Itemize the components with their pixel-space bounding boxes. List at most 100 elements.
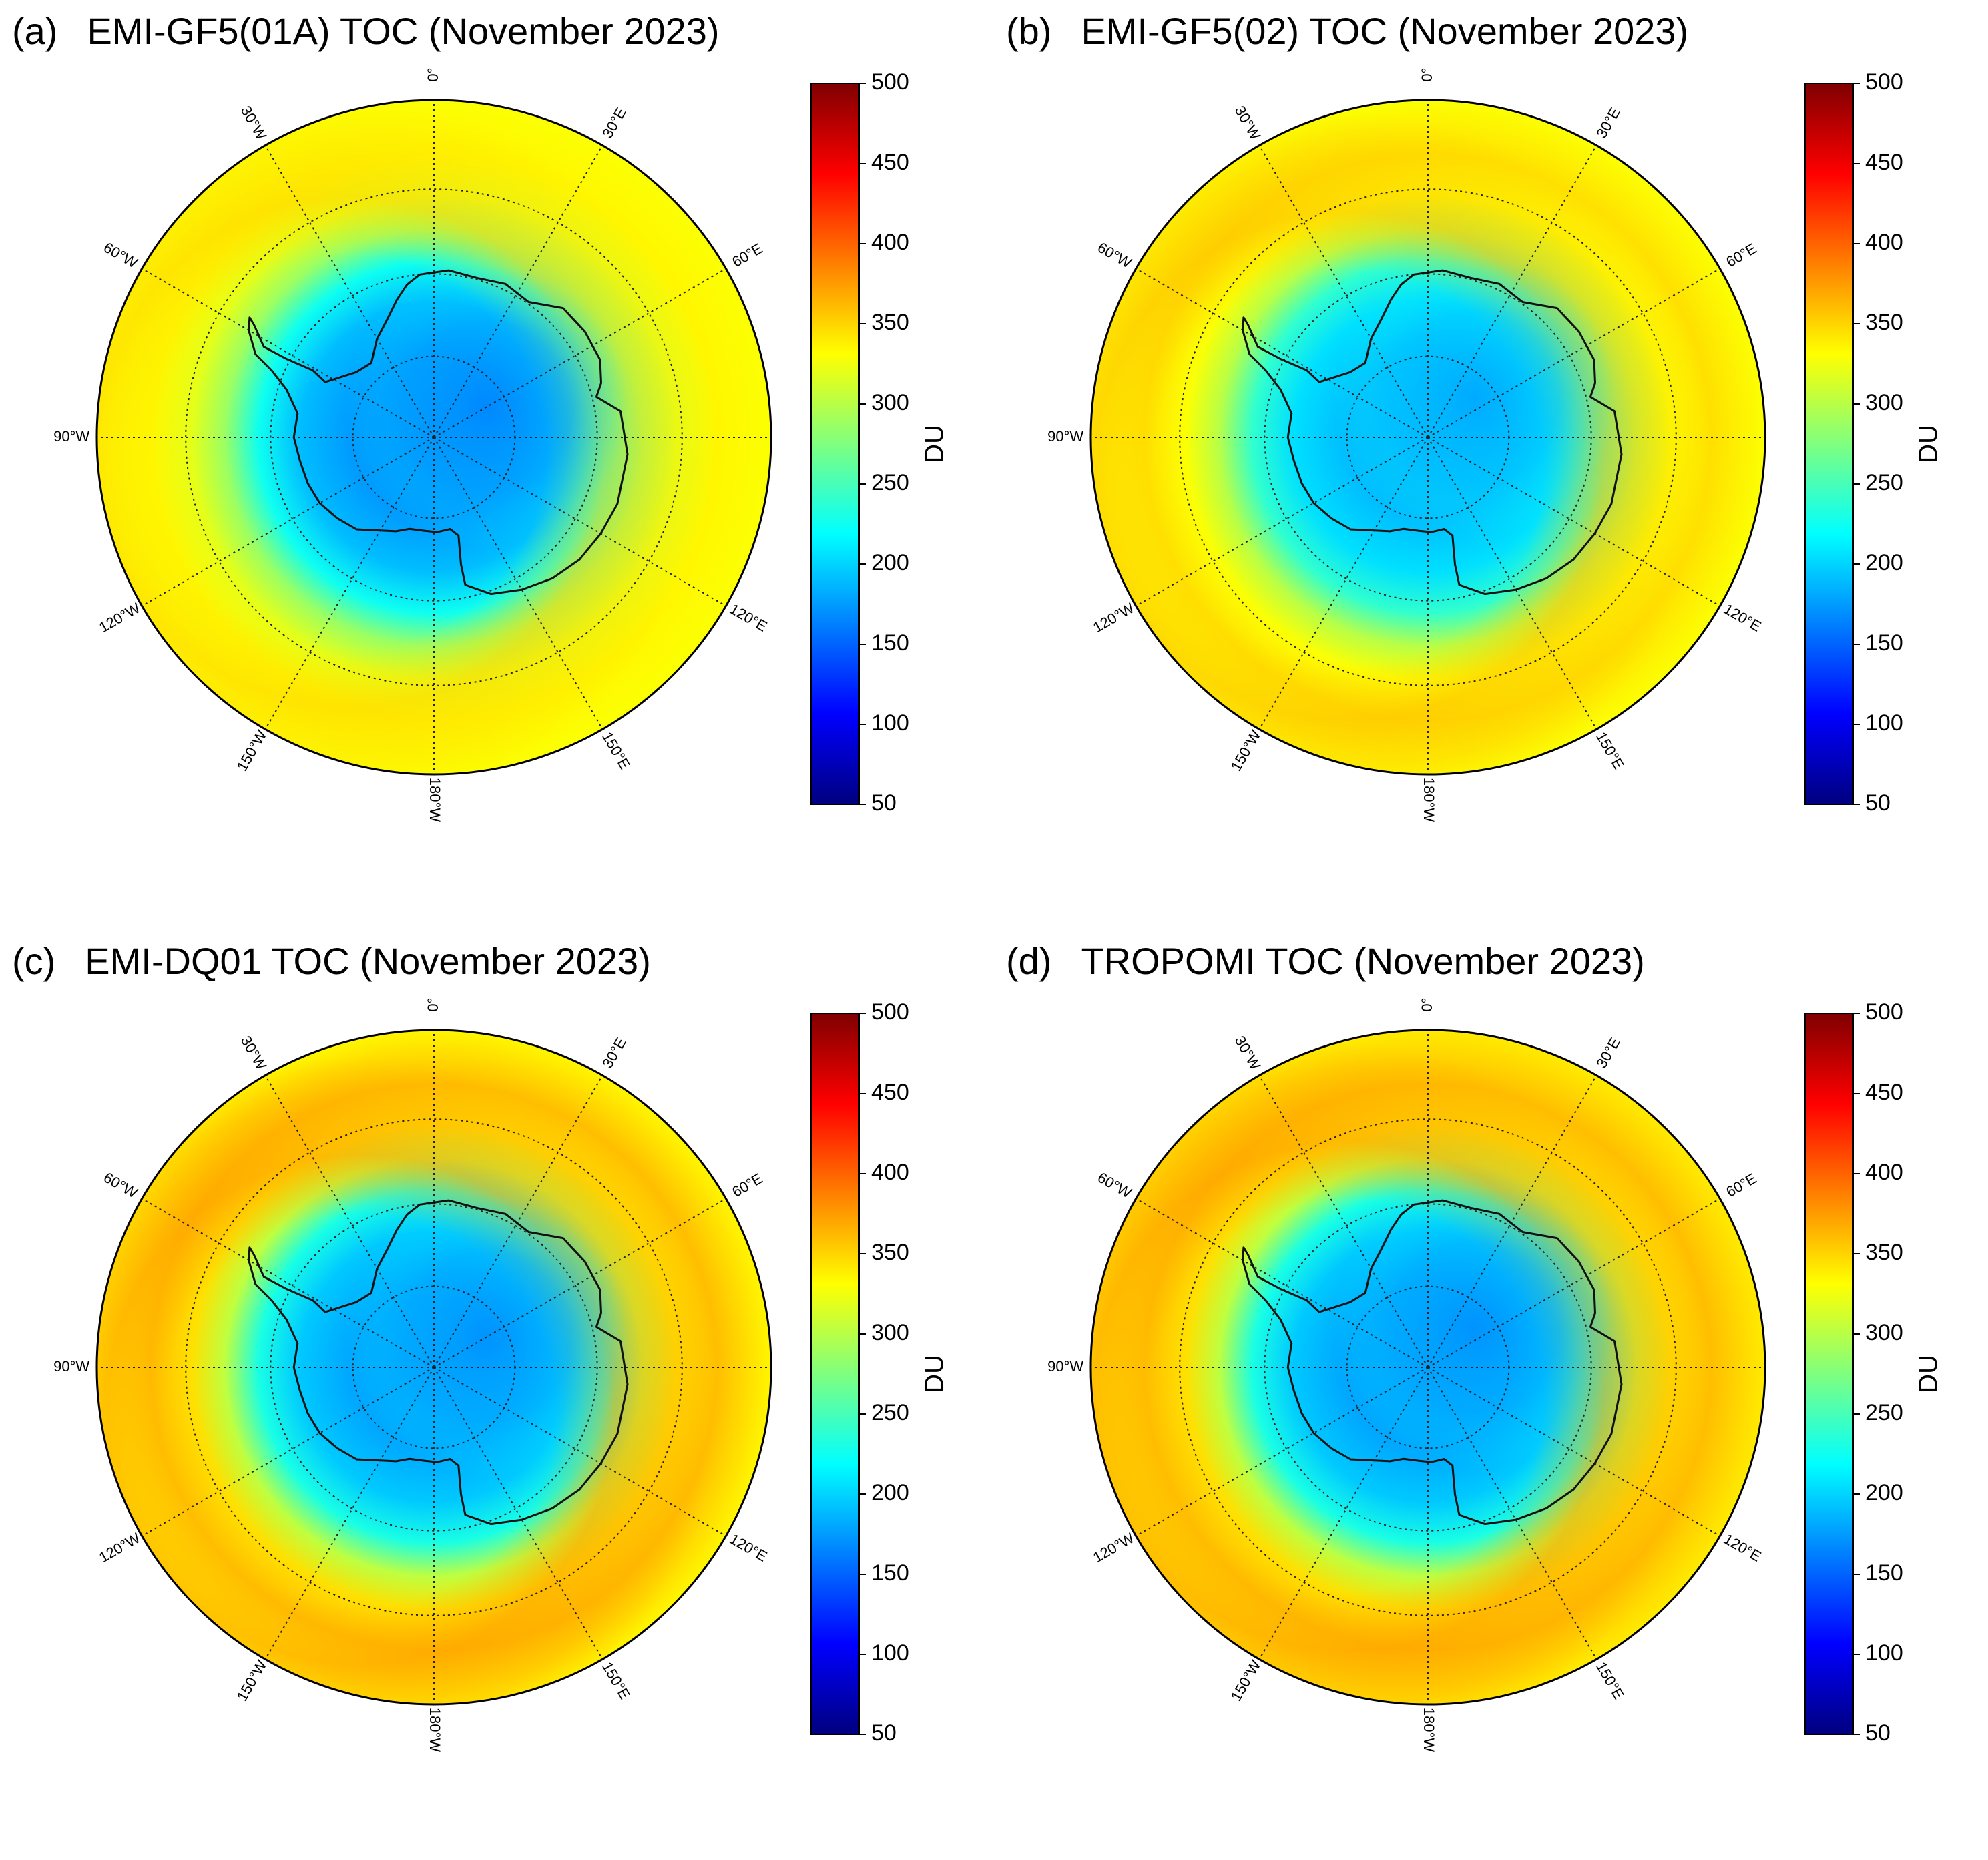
colorbar-tick-label: 150 bbox=[871, 630, 909, 656]
meridian-label: 150°E bbox=[1593, 1659, 1628, 1702]
meridian-label: 150°E bbox=[599, 729, 634, 772]
colorbar-tick-label: 100 bbox=[871, 710, 909, 736]
meridian-label: 30°W bbox=[1232, 1033, 1264, 1072]
meridian-label: 120°W bbox=[1090, 599, 1137, 636]
colorbar-tick-label: 50 bbox=[1865, 1720, 1891, 1746]
meridian-label: 120°W bbox=[96, 1529, 143, 1566]
meridian-label: 30°E bbox=[1593, 1035, 1624, 1071]
colorbar-tick-label: 500 bbox=[871, 69, 909, 95]
colorbar-tick-label: 200 bbox=[1865, 550, 1903, 575]
colorbar-tick-label: 250 bbox=[871, 1400, 909, 1425]
colorbar bbox=[1804, 83, 1854, 805]
colorbar-tick-label: 500 bbox=[1865, 999, 1903, 1025]
meridian-label: 120°W bbox=[1090, 1529, 1137, 1566]
meridian-label: 60°W bbox=[1095, 1169, 1134, 1202]
meridian-label: 180°W bbox=[1421, 778, 1437, 823]
colorbar-tick-label: 300 bbox=[871, 1320, 909, 1345]
colorbar-tick-label: 450 bbox=[871, 1080, 909, 1105]
meridian-label: 0° bbox=[425, 998, 441, 1012]
meridian-label: 30°E bbox=[599, 105, 630, 141]
antarctica-coastline bbox=[248, 269, 629, 596]
meridian-label: 180°W bbox=[427, 778, 443, 823]
meridian-label: 60°W bbox=[1095, 239, 1134, 272]
colorbar-tick-label: 250 bbox=[871, 470, 909, 495]
panel-c: (c) EMI-DQ01 TOC (November 2023) 0° 30°E 60… bbox=[0, 930, 994, 1860]
meridian-label: 0° bbox=[1419, 68, 1435, 82]
polar-map: 0° 30°E 60°E 120°E 150°E 180°W 150°W 120°W 90°W 6… bbox=[53, 998, 949, 1753]
colorbar-tick-label: 300 bbox=[871, 390, 909, 415]
panel-title: (a) EMI-GF5(01A) TOC (November 2023) bbox=[12, 9, 720, 53]
colorbar-tick-label: 200 bbox=[871, 550, 909, 575]
colorbar-tick-label: 200 bbox=[1865, 1480, 1903, 1505]
panel-title-text: TROPOMI TOC (November 2023) bbox=[1081, 940, 1645, 982]
colorbar-tick-label: 300 bbox=[1865, 1320, 1903, 1345]
colorbar-tick-label: 150 bbox=[1865, 1560, 1903, 1586]
meridian-label: 120°E bbox=[727, 600, 770, 635]
latitude-circle bbox=[1264, 273, 1592, 602]
map-boundary bbox=[1089, 1029, 1766, 1706]
colorbar bbox=[1804, 1013, 1854, 1735]
antarctica-coastline bbox=[248, 1199, 629, 1526]
panel-b: (b) EMI-GF5(02) TOC (November 2023) 0° 30°… bbox=[994, 0, 1988, 930]
meridian-label: 150°W bbox=[1228, 1657, 1264, 1704]
colorbar-label: DU bbox=[920, 1355, 949, 1393]
meridian-label: 120°E bbox=[1721, 600, 1764, 635]
colorbar-label: DU bbox=[1914, 1355, 1943, 1393]
meridian-label: 150°W bbox=[234, 1657, 270, 1704]
panel-title-text: EMI-GF5(02) TOC (November 2023) bbox=[1081, 10, 1689, 52]
colorbar-tick-label: 150 bbox=[1865, 630, 1903, 656]
meridian-label: 0° bbox=[1419, 998, 1435, 1012]
panel-title-text: EMI-GF5(01A) TOC (November 2023) bbox=[87, 10, 720, 52]
colorbar-tick-label: 400 bbox=[1865, 1160, 1903, 1185]
meridian-label: 60°W bbox=[101, 1169, 140, 1202]
panel-title-text: EMI-DQ01 TOC (November 2023) bbox=[85, 940, 651, 982]
colorbar-tick-label: 400 bbox=[871, 1160, 909, 1185]
meridian-label: 180°W bbox=[1421, 1708, 1437, 1753]
meridian-label: 30°W bbox=[238, 1033, 270, 1072]
antarctica-coastline bbox=[1242, 1199, 1623, 1526]
map-boundary bbox=[95, 99, 772, 776]
meridian-label: 150°E bbox=[1593, 729, 1628, 772]
meridian-label: 30°E bbox=[1593, 105, 1624, 141]
colorbar-label: DU bbox=[1914, 425, 1943, 463]
colorbar-tick-label: 250 bbox=[1865, 1400, 1903, 1425]
colorbar-tick-label: 450 bbox=[1865, 150, 1903, 175]
latitude-circle bbox=[185, 188, 683, 686]
map-boundary bbox=[1089, 99, 1766, 776]
latitude-circle bbox=[1264, 1203, 1592, 1532]
colorbar-tick-label: 400 bbox=[1865, 230, 1903, 255]
meridian-label: 90°W bbox=[1047, 428, 1083, 445]
colorbar-tick-label: 350 bbox=[1865, 310, 1903, 335]
colorbar-tick-label: 350 bbox=[1865, 1240, 1903, 1265]
meridian-label: 120°W bbox=[96, 599, 143, 636]
panel-tag: (b) bbox=[1006, 10, 1052, 52]
colorbar-tick-label: 350 bbox=[871, 1240, 909, 1265]
meridian-label: 30°W bbox=[238, 103, 270, 142]
panel-title: (d) TROPOMI TOC (November 2023) bbox=[1006, 939, 1645, 983]
colorbar bbox=[810, 1013, 860, 1735]
colorbar-tick-label: 350 bbox=[871, 310, 909, 335]
panel-d: (d) TROPOMI TOC (November 2023) 0° 30°E 60°… bbox=[994, 930, 1988, 1860]
colorbar-tick-label: 450 bbox=[871, 150, 909, 175]
polar-map: 0° 30°E 60°E 120°E 150°E 180°W 150°W 120°W 90°W 6… bbox=[1047, 68, 1943, 823]
polar-map: 0° 30°E 60°E 120°E 150°E 180°W 150°W 120°W 90°W 6… bbox=[1047, 998, 1943, 1753]
polar-map: 0° 30°E 60°E 120°E 150°E 180°W 150°W 120°W 90°W 6… bbox=[53, 68, 949, 823]
meridian-label: 150°W bbox=[234, 727, 270, 774]
map-boundary bbox=[95, 1029, 772, 1706]
panel-a: (a) EMI-GF5(01A) TOC (November 2023) 0° 30… bbox=[0, 0, 994, 930]
meridian-label: 150°W bbox=[1228, 727, 1264, 774]
meridian-label: 60°E bbox=[729, 240, 765, 270]
meridian-label: 120°E bbox=[727, 1530, 770, 1565]
meridian-label: 60°W bbox=[101, 239, 140, 272]
colorbar-tick-label: 450 bbox=[1865, 1080, 1903, 1105]
colorbar-tick-label: 250 bbox=[1865, 470, 1903, 495]
meridian-label: 150°E bbox=[599, 1659, 634, 1702]
colorbar-tick-label: 150 bbox=[871, 1560, 909, 1586]
meridian-label: 90°W bbox=[1047, 1358, 1083, 1375]
panel-title: (c) EMI-DQ01 TOC (November 2023) bbox=[12, 939, 651, 983]
colorbar-tick-label: 50 bbox=[871, 790, 897, 816]
panel-tag: (a) bbox=[12, 10, 58, 52]
panel-tag: (c) bbox=[12, 940, 56, 982]
latitude-circle bbox=[270, 273, 598, 602]
latitude-circle bbox=[185, 1118, 683, 1616]
